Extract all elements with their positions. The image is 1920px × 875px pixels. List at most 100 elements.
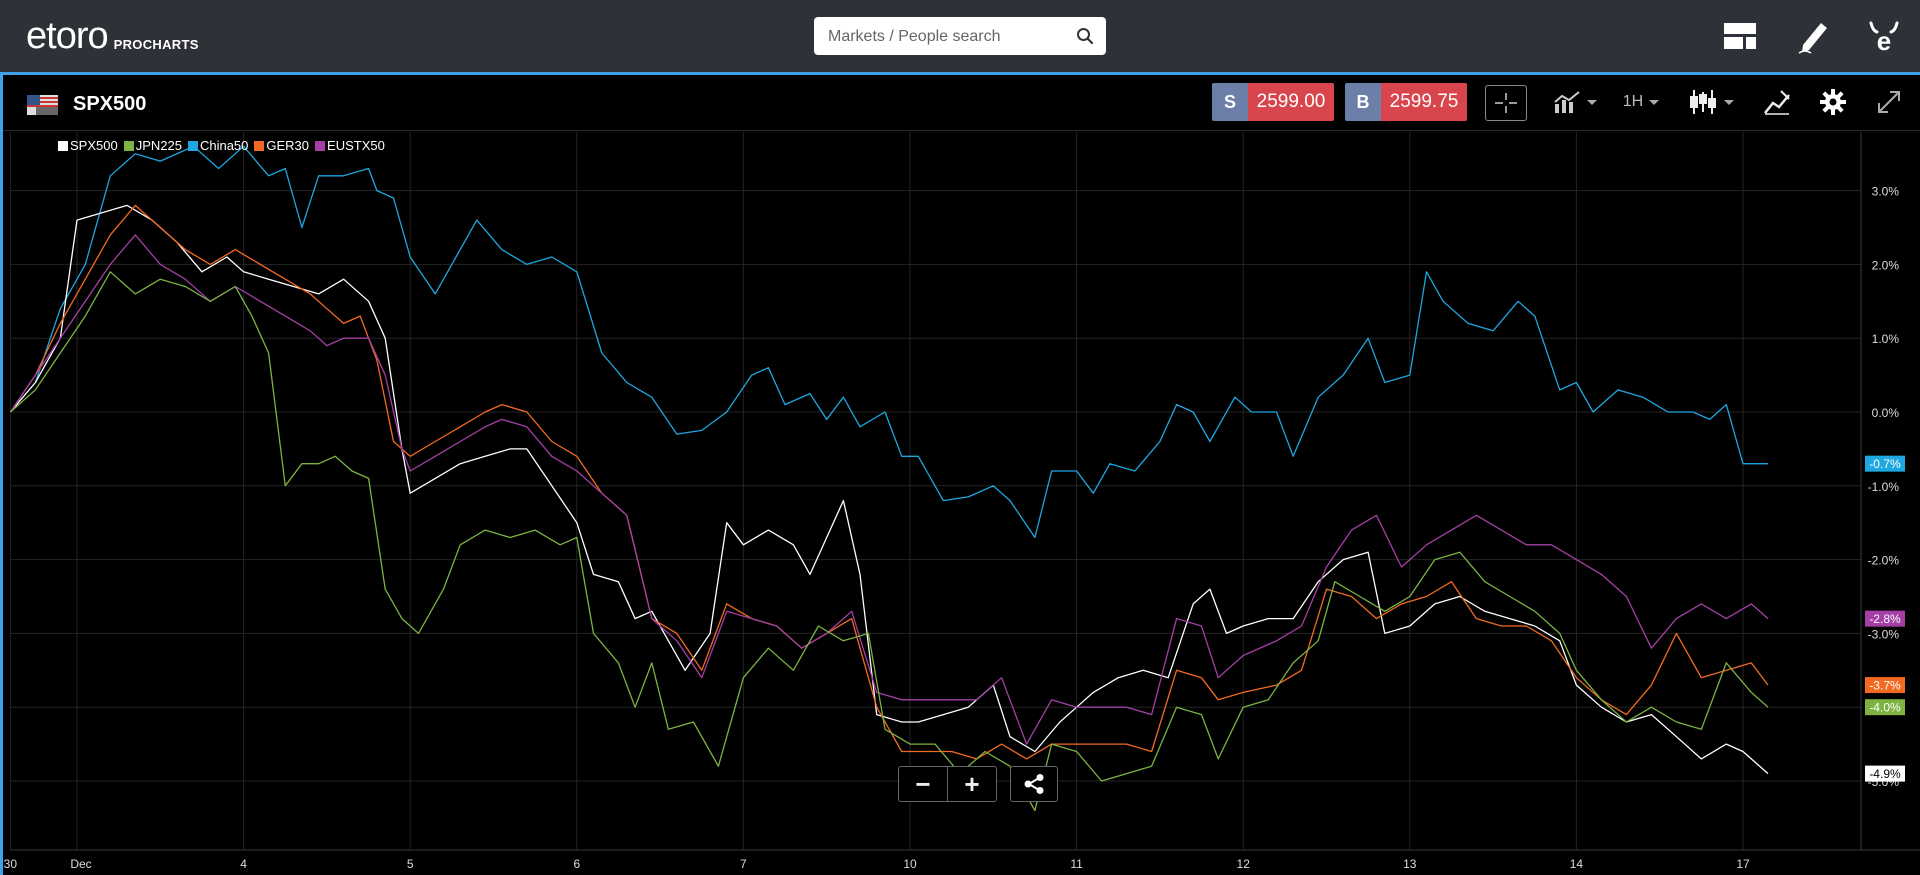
last-value-badge-ger30: -3.7%	[1865, 677, 1905, 694]
y-axis-tick-label: -2.0%	[1868, 554, 1900, 568]
x-axis-tick-label: 4	[240, 857, 247, 871]
crosshair-button[interactable]	[1485, 85, 1527, 121]
buy-button[interactable]: B 2599.75	[1345, 83, 1467, 121]
search-input[interactable]	[826, 17, 1070, 57]
x-axis-tick-label: 7	[740, 857, 747, 871]
legend-swatch	[254, 140, 265, 151]
series-line-china50[interactable]	[9, 145, 1768, 539]
legend-swatch	[315, 140, 326, 151]
buy-letter: B	[1345, 83, 1381, 121]
chart-panel: 30 Dec 4 5 6 7 10 11 12 13 14 17 3.0% 2.0% 1.0% 0.0% -1.…	[0, 75, 1920, 875]
chevron-down-icon	[1649, 99, 1660, 105]
legend-swatch	[123, 140, 134, 151]
last-value-label: -4.9%	[1869, 767, 1901, 781]
y-axis-tick-label: 0.0%	[1872, 406, 1900, 420]
candles-icon	[1690, 90, 1716, 114]
legend-item-ger30[interactable]: GER30	[254, 138, 309, 153]
settings-button[interactable]	[1813, 83, 1853, 121]
pencil-icon[interactable]	[1794, 16, 1834, 56]
last-value-badge-eustx50: -2.8%	[1865, 610, 1905, 627]
layout-icon[interactable]	[1720, 16, 1760, 56]
series-line-spx500[interactable]	[9, 204, 1769, 775]
last-value-label: -3.7%	[1869, 679, 1901, 693]
zoom-out-button[interactable]: −	[915, 768, 931, 799]
buy-price: 2599.75	[1381, 83, 1467, 121]
fullscreen-icon	[1878, 91, 1900, 113]
accent-line	[0, 72, 1920, 75]
chevron-down-icon	[1724, 99, 1734, 105]
legend-label: EUSTX50	[327, 138, 385, 153]
series-line-ger30[interactable]	[9, 204, 1769, 760]
x-axis-tick-label: 17	[1736, 857, 1750, 871]
logo-subtitle: PROCHARTS	[113, 37, 199, 52]
x-axis-tick-label: 6	[573, 857, 580, 871]
flag-icon	[27, 95, 58, 115]
gear-icon	[1820, 89, 1846, 115]
chart-style-button[interactable]	[1683, 83, 1739, 121]
legend-item-china50[interactable]: China50	[187, 138, 249, 153]
x-axis-tick-label: 13	[1403, 857, 1417, 871]
series-line-jpn225[interactable]	[9, 271, 1769, 812]
y-axis-tick-label: 3.0%	[1872, 185, 1900, 199]
timeframe-label: 1H	[1622, 93, 1644, 110]
chart-type-icon	[1554, 91, 1580, 113]
x-axis-tick-label: 14	[1570, 857, 1584, 871]
chevron-down-icon	[1587, 99, 1597, 105]
share-button[interactable]	[1010, 766, 1058, 802]
last-value-badge-spx500: -4.9%	[1865, 765, 1905, 782]
last-value-label: -2.8%	[1869, 612, 1901, 626]
legend-label: GER30	[266, 138, 310, 153]
chart-legend: SPX500 JPN225 China50 GER30 EUSTX50	[58, 138, 391, 153]
last-value-badge-jpn225: -4.0%	[1865, 699, 1905, 716]
last-value-badge-bg	[1865, 610, 1905, 627]
sell-price: 2599.00	[1248, 83, 1334, 121]
zoom-in-button[interactable]: +	[947, 767, 996, 801]
chart-toolbar: SPX500 S 2599.00 B 2599.75 1H	[3, 75, 1920, 131]
sell-letter: S	[1212, 83, 1248, 121]
drawing-tools-icon	[1764, 90, 1790, 115]
y-axis-tick-label: 1.0%	[1872, 332, 1900, 346]
fullscreen-button[interactable]	[1869, 83, 1909, 121]
y-axis-tick-label: -3.0%	[1868, 627, 1900, 641]
indicators-button[interactable]	[1549, 83, 1601, 121]
crosshair-icon	[1495, 93, 1517, 113]
drawing-tools-button[interactable]	[1757, 83, 1797, 121]
last-value-badge-bg	[1865, 699, 1905, 716]
etoro-logo[interactable]: etoro PROCHARTS	[26, 14, 199, 58]
legend-item-eustx50[interactable]: EUSTX50	[315, 138, 385, 153]
sell-button[interactable]: S 2599.00	[1212, 83, 1334, 121]
top-bar: etoro PROCHARTS e	[0, 0, 1920, 72]
x-axis-tick-label: 11	[1070, 857, 1083, 871]
symbol-name: SPX500	[73, 93, 147, 115]
legend-swatch	[187, 140, 198, 151]
share-icon	[1024, 774, 1044, 794]
legend-label: SPX500	[70, 138, 118, 153]
legend-item-jpn225[interactable]: JPN225	[123, 138, 182, 153]
x-axis-tick-label: Dec	[70, 857, 91, 871]
legend-label: China50	[199, 138, 249, 153]
x-axis-tick-label: 30	[4, 857, 18, 871]
last-value-badge-bg	[1865, 677, 1905, 694]
y-axis-tick-label: 2.0%	[1872, 258, 1900, 272]
y-axis-tick-label: -1.0%	[1868, 480, 1900, 494]
x-axis-tick-label: 12	[1237, 857, 1251, 871]
legend-item-spx500[interactable]: SPX500	[58, 138, 118, 153]
last-value-badge-bg	[1865, 455, 1905, 472]
x-axis-tick-label: 10	[903, 857, 917, 871]
zoom-controls: − +	[898, 766, 997, 802]
logo-text: etoro	[26, 15, 109, 57]
last-value-label: -0.7%	[1869, 457, 1901, 471]
last-value-badge-china50: -0.7%	[1865, 455, 1905, 472]
etoro-profile-icon[interactable]: e	[1864, 16, 1904, 56]
series-line-eustx50[interactable]	[9, 234, 1769, 745]
timeframe-dropdown[interactable]: 1H	[1615, 83, 1667, 121]
legend-swatch	[58, 140, 68, 151]
svg-text:e: e	[1877, 26, 1891, 55]
last-value-badge-bg	[1865, 765, 1905, 782]
legend-label: JPN225	[135, 138, 182, 153]
chart-area[interactable]: 30 Dec 4 5 6 7 10 11 12 13 14 17 3.0% 2.0% 1.0% 0.0% -1.…	[3, 75, 1920, 875]
x-axis-tick-label: 5	[407, 857, 414, 871]
search-icon[interactable]	[1076, 27, 1094, 45]
last-value-label: -4.0%	[1869, 701, 1901, 715]
search-box	[814, 17, 1106, 57]
